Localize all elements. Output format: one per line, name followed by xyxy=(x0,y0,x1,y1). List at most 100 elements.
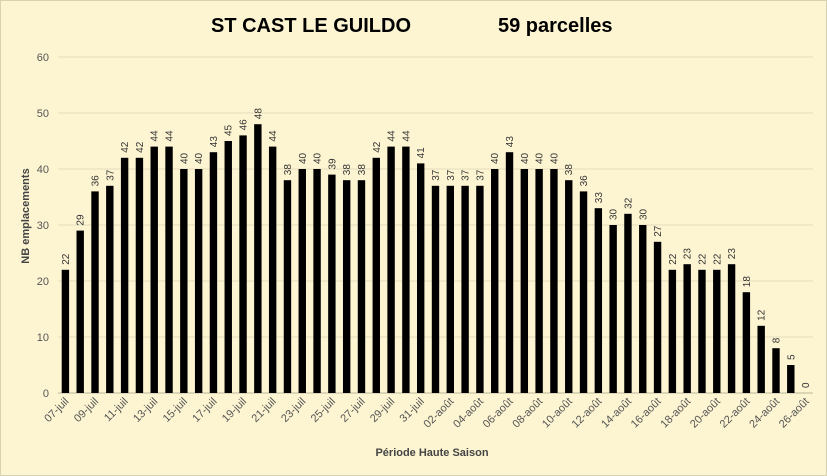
bar xyxy=(372,157,380,393)
x-tick-label: 18-août xyxy=(658,396,693,431)
y-tick-label: 0 xyxy=(43,388,49,400)
bar xyxy=(476,185,484,393)
data-label: 43 xyxy=(209,136,220,148)
bar xyxy=(461,185,469,393)
x-axis-ticks: 07-juil 09-juil 11-juil 13-juil 15-juil 17-ju… xyxy=(42,396,811,431)
bar xyxy=(387,146,395,393)
x-tick-label: 26-août xyxy=(777,396,812,431)
data-label: 40 xyxy=(194,152,205,164)
x-tick-label: 17-juil xyxy=(190,396,219,425)
data-label: 8 xyxy=(771,337,782,343)
bar xyxy=(283,180,292,393)
x-tick-label: 16-août xyxy=(629,396,664,431)
bar xyxy=(239,135,247,393)
y-tick-label: 60 xyxy=(37,52,49,64)
data-label: 18 xyxy=(742,276,753,288)
bar xyxy=(298,169,306,393)
data-label: 40 xyxy=(549,152,560,164)
x-tick-label: 13-juil xyxy=(131,396,160,425)
x-tick-label: 27-juil xyxy=(338,396,367,425)
x-tick-label: 10-août xyxy=(540,396,575,431)
bar xyxy=(550,169,558,393)
bar xyxy=(742,292,751,393)
x-tick-label: 29-juil xyxy=(368,396,397,425)
bar xyxy=(491,169,499,393)
data-label: 40 xyxy=(298,152,309,164)
x-tick-label: 22-août xyxy=(718,396,753,431)
bar xyxy=(357,180,366,393)
bar xyxy=(757,325,765,393)
bar xyxy=(268,146,277,393)
bar xyxy=(431,185,440,393)
data-label: 38 xyxy=(564,164,575,176)
bar xyxy=(579,191,588,393)
bar xyxy=(402,146,410,393)
x-tick-label: 25-juil xyxy=(309,396,338,425)
bar xyxy=(342,180,351,393)
bar xyxy=(520,169,529,393)
x-axis-title: Période Haute Saison xyxy=(375,447,488,459)
x-tick-label: 04-août xyxy=(451,396,486,431)
x-tick-label: 23-juil xyxy=(279,396,308,425)
x-tick-label: 06-août xyxy=(481,396,516,431)
data-label: 22 xyxy=(697,253,708,265)
data-label: 44 xyxy=(401,130,412,142)
data-label: 44 xyxy=(165,130,176,142)
bar xyxy=(698,269,706,393)
data-label: 22 xyxy=(61,253,72,265)
data-label: 45 xyxy=(224,124,235,136)
bar xyxy=(787,365,795,393)
bar xyxy=(565,180,573,393)
data-label: 12 xyxy=(757,309,768,321)
data-label: 37 xyxy=(105,169,116,181)
bar xyxy=(194,169,203,393)
data-label: 38 xyxy=(342,164,353,176)
bars xyxy=(61,124,795,393)
data-label: 42 xyxy=(372,141,383,153)
y-tick-label: 10 xyxy=(37,332,49,344)
data-label: 42 xyxy=(120,141,131,153)
data-label: 46 xyxy=(239,119,250,131)
x-tick-label: 14-août xyxy=(599,396,634,431)
y-tick-label: 50 xyxy=(37,108,49,120)
bar xyxy=(328,174,336,393)
bar xyxy=(505,152,514,393)
bar xyxy=(668,269,677,393)
bar xyxy=(772,348,780,393)
data-label: 38 xyxy=(357,164,368,176)
y-tick-label: 40 xyxy=(37,164,49,176)
data-label: 48 xyxy=(253,108,264,120)
bar xyxy=(165,146,173,393)
bar xyxy=(61,269,70,393)
data-label: 37 xyxy=(431,169,442,181)
bar xyxy=(76,230,84,393)
bar xyxy=(209,152,218,393)
x-tick-label: 24-août xyxy=(747,396,782,431)
x-tick-label: 11-juil xyxy=(102,396,131,425)
data-label: 37 xyxy=(461,169,472,181)
data-label: 37 xyxy=(475,169,486,181)
data-label: 44 xyxy=(268,130,279,142)
data-label: 40 xyxy=(313,152,324,164)
data-label: 44 xyxy=(387,130,398,142)
data-label: 37 xyxy=(446,169,457,181)
chart-title: ST CAST LE GUILDO xyxy=(211,15,411,37)
bar xyxy=(313,169,321,393)
bar xyxy=(91,191,99,393)
data-label: 40 xyxy=(520,152,531,164)
bar xyxy=(106,185,114,393)
bar xyxy=(713,269,721,393)
data-label: 42 xyxy=(135,141,146,153)
data-label: 44 xyxy=(150,130,161,142)
x-tick-label: 20-août xyxy=(688,396,723,431)
bar xyxy=(135,157,144,393)
x-tick-label: 15-juil xyxy=(161,396,190,425)
chart-subtitle: 59 parcelles xyxy=(498,15,613,37)
data-label: 36 xyxy=(91,175,102,187)
y-tick-label: 20 xyxy=(37,276,49,288)
x-tick-label: 19-juil xyxy=(220,396,249,425)
bar xyxy=(594,208,603,393)
data-label: 39 xyxy=(327,158,338,170)
